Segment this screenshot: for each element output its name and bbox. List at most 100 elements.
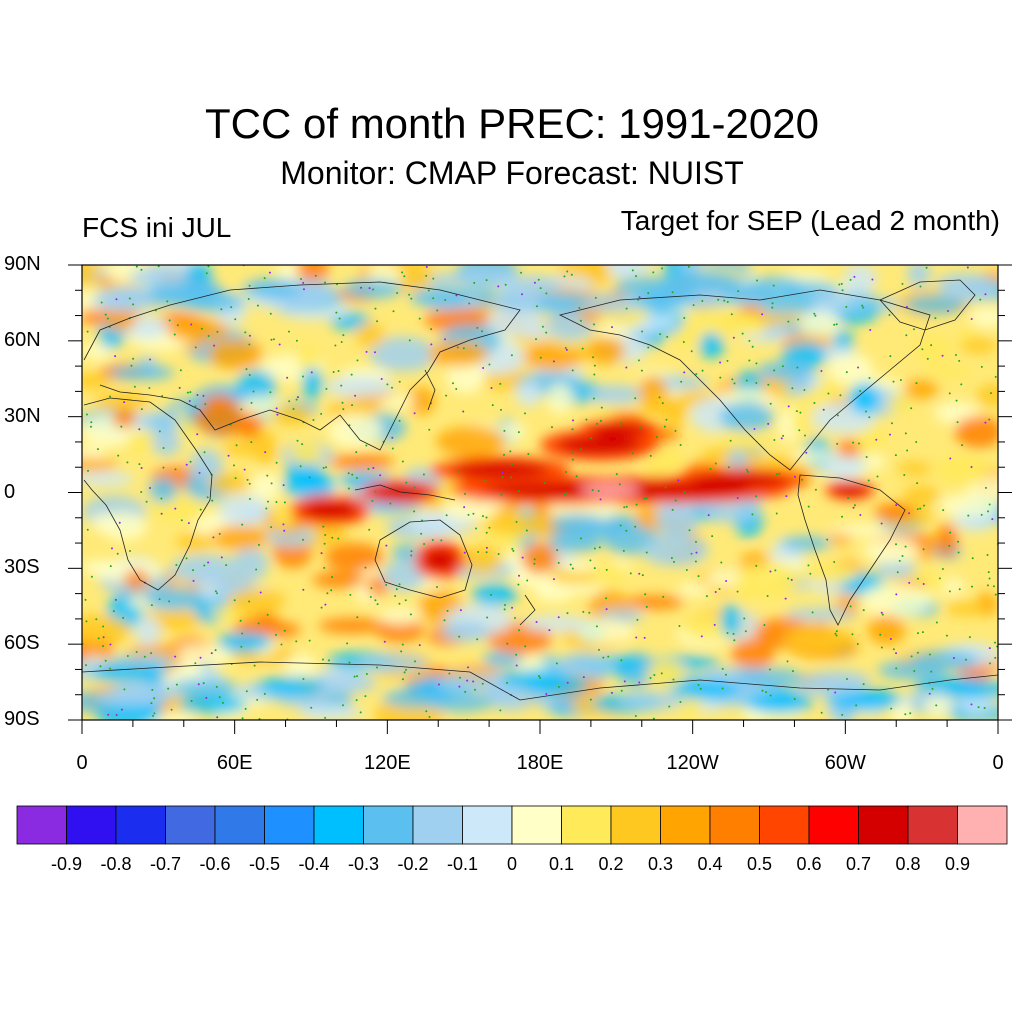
significance-dot [791,387,794,390]
significance-dot [858,442,861,445]
significance-dot [905,334,908,337]
significance-dot [988,418,991,421]
field-blob [289,441,324,466]
significance-dot [256,698,259,701]
field-blob [381,559,426,592]
significance-dot [135,650,138,653]
significance-dot [768,668,771,671]
significance-dot [518,629,521,632]
significance-dot [954,354,957,357]
significance-dot [272,338,275,341]
field-blob [482,650,525,668]
significance-dot [838,283,841,286]
significance-dot [539,356,542,359]
significance-dot [919,507,922,510]
significance-dot [563,493,566,496]
significance-dot [220,556,223,559]
significance-dot [248,284,251,287]
significance-dot [649,676,652,679]
significance-dot [239,619,242,622]
significance-dot [595,625,598,628]
significance-dot [342,334,345,337]
significance-dot [771,302,774,305]
significance-dot [690,552,693,555]
significance-dot [202,682,205,685]
significance-dot [510,476,513,479]
significance-dot [403,671,406,674]
field-blob [875,559,916,578]
significance-dot [148,486,151,489]
field-blob [582,265,609,284]
significance-dot [674,429,677,432]
significance-dot [308,639,311,642]
significance-dot [958,588,961,591]
significance-dot [649,454,652,457]
significance-dot [535,305,538,308]
significance-dot [967,514,970,517]
significance-dot [988,577,991,580]
significance-dot [984,486,987,489]
significance-dot [557,561,560,564]
significance-dot [847,497,850,500]
significance-dot [263,692,266,695]
significance-dot [645,497,648,500]
field-blob [731,637,775,670]
significance-dot [895,543,898,546]
significance-dot [216,330,219,333]
significance-dot [894,454,897,457]
significance-dot [337,537,340,540]
significance-dot [515,664,518,667]
significance-dot [463,551,466,554]
field-blob [483,513,554,535]
significance-dot [463,506,466,509]
tcc-field [82,265,998,720]
significance-dot [206,496,209,499]
significance-dot [102,636,105,639]
significance-dot [849,605,852,608]
significance-dot [512,549,515,552]
significance-dot [266,500,269,503]
significance-dot [196,433,199,436]
significance-dot [501,476,504,479]
significance-dot [744,630,747,633]
significance-dot [515,653,518,656]
lon-label: 120E [363,752,411,774]
field-blob [936,523,959,558]
significance-dot [338,317,341,320]
significance-dot [120,708,123,711]
significance-dot [245,368,248,371]
significance-dot [869,328,872,331]
field-blob [183,292,244,313]
field-blob [785,608,857,621]
significance-dot [908,512,911,515]
significance-dot [992,585,995,588]
significance-dot [151,688,154,691]
significance-dot [926,357,929,360]
significance-dot [503,608,506,611]
significance-dot [793,475,796,478]
significance-dot [517,583,520,586]
significance-dot [643,636,646,639]
significance-dot [793,698,796,701]
significance-dot [123,401,126,404]
lat-label: 30S [4,556,40,579]
field-blob [757,361,816,381]
significance-dot [890,422,893,425]
significance-dot [845,305,848,308]
significance-dot [599,498,602,501]
significance-dot [748,339,751,342]
significance-dot [875,438,878,441]
significance-dot [499,408,502,411]
field-blob [302,501,358,519]
significance-dot [591,489,594,492]
significance-dot [464,690,467,693]
significance-dot [977,706,980,709]
significance-dot [488,363,491,366]
significance-dot [425,274,428,277]
field-blob [227,588,286,615]
colorbar-label: -0.6 [199,854,231,874]
significance-dot [190,323,193,326]
significance-dot [302,588,305,591]
field-blob [366,575,389,597]
field-blob [547,656,616,677]
